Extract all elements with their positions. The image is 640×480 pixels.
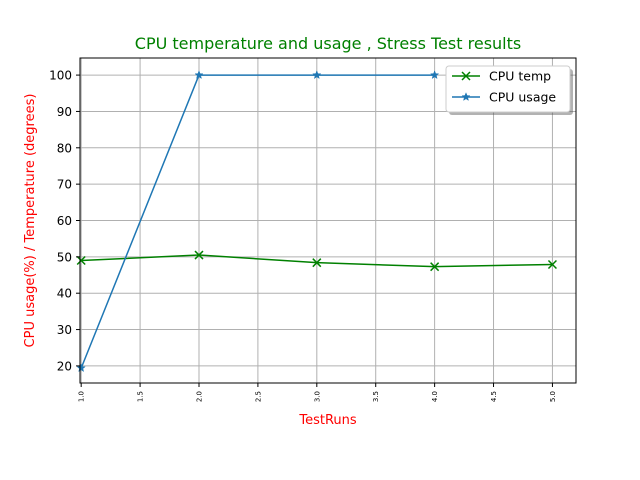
x-tick-label: 1.5 xyxy=(137,391,145,402)
y-tick-label: 100 xyxy=(49,69,72,83)
y-tick-label: 80 xyxy=(57,141,72,155)
x-axis-ticks: 1.0 1.5 2.0 2.5 3.0 3.5 4.0 4.5 5.0 xyxy=(78,383,557,402)
x-tick-label: 4.0 xyxy=(431,391,439,402)
y-tick-label: 40 xyxy=(57,287,72,301)
data-point xyxy=(312,258,322,268)
y-tick-label: 30 xyxy=(57,323,72,337)
x-tick-label: 2.5 xyxy=(254,391,262,402)
legend-entry: CPU temp xyxy=(452,69,551,84)
series-line xyxy=(80,74,435,369)
y-tick-label: 20 xyxy=(57,359,72,373)
x-tick-label: 3.5 xyxy=(372,391,380,402)
x-tick-label: 1.0 xyxy=(78,391,86,402)
legend-entries: CPU temp CPU usage xyxy=(452,69,556,105)
data-point xyxy=(76,363,86,373)
data-point xyxy=(430,262,440,272)
series-1 xyxy=(76,250,557,272)
data-point xyxy=(312,70,322,80)
x-tick-label: 3.0 xyxy=(313,391,321,402)
legend-box xyxy=(445,65,571,113)
data-point xyxy=(429,70,440,80)
legend-marker xyxy=(461,92,471,101)
legend-label: CPU usage xyxy=(489,90,556,105)
data-point xyxy=(194,70,204,80)
x-tick-label: 2.0 xyxy=(195,391,203,402)
y-tick-label: 90 xyxy=(57,105,72,119)
y-axis-label: CPU usage(%) / Temperature (degrees) xyxy=(23,94,38,348)
y-tick-label: 50 xyxy=(57,250,72,264)
legend: CPU temp CPU usage xyxy=(445,65,573,115)
chart-title: CPU temperature and usage , Stress Test … xyxy=(135,34,521,53)
series-layer xyxy=(76,70,557,373)
y-axis-ticks: 20 30 40 50 60 70 80 90 100 xyxy=(49,69,80,373)
y-tick-label: 60 xyxy=(57,214,72,228)
x-axis-label: TestRuns xyxy=(298,413,357,428)
legend-label: CPU temp xyxy=(489,69,551,84)
data-point xyxy=(547,259,557,270)
x-tick-label: 5.0 xyxy=(549,391,557,402)
x-tick-label: 4.5 xyxy=(490,391,498,402)
legend-entry: CPU usage xyxy=(452,90,556,105)
y-tick-label: 70 xyxy=(57,178,72,192)
data-point xyxy=(76,255,86,266)
legend-marker xyxy=(461,71,471,81)
series-2 xyxy=(76,70,440,373)
data-point xyxy=(194,250,204,260)
